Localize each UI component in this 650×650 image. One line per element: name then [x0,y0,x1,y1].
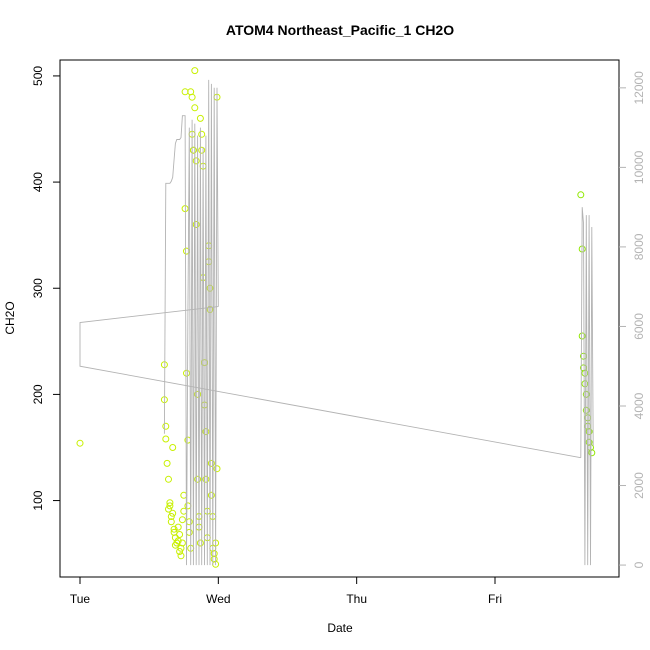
data-point-5 [163,459,171,467]
data-point-53 [198,130,206,138]
data-point-19 [174,537,182,545]
x-axis: Tue Wed Thu Fri [70,577,502,606]
series-layer [76,67,596,568]
series-line-3 [580,207,594,566]
y2-axis: 0 2000 4000 6000 8000 10000 12000 [619,71,646,568]
y-tick-label-0: 100 [31,490,45,510]
data-point-60 [202,475,210,483]
data-point-59 [202,428,210,436]
data-point-36 [185,528,193,536]
data-point-11 [167,518,175,526]
y-tick-label-1: 200 [31,384,45,404]
y2-tick-label-1: 2000 [632,472,646,499]
data-point-25 [178,539,186,547]
data-point-79 [578,332,586,340]
data-point-32 [183,369,190,377]
data-point-26 [178,516,186,524]
y2-tick-label-0: 0 [632,561,646,568]
y-tick-label-4: 500 [31,66,45,86]
data-point-48 [194,475,202,483]
data-point-84 [582,390,590,398]
data-point-20 [174,523,182,531]
data-point-44 [191,104,199,112]
data-point-10 [167,513,175,520]
data-point-91 [588,449,596,457]
data-point-45 [192,157,200,165]
data-point-52 [196,114,204,122]
plot-frame [59,59,620,578]
data-point-77 [577,191,585,199]
data-point-6 [165,475,172,483]
data-point-76 [213,465,221,473]
data-point-21 [176,531,184,538]
data-point-85 [582,406,590,414]
data-point-39 [188,93,196,101]
data-point-47 [194,390,202,398]
data-point-34 [184,502,192,510]
data-point-82 [581,369,589,377]
data-point-9 [166,499,174,507]
chart-title: ATOM4 Northeast_Pacific_1 CH2O [226,22,454,38]
data-point-23 [177,552,185,560]
data-point-54 [198,146,206,154]
data-point-46 [192,221,200,228]
data-point-67 [207,459,215,467]
x-tick-label-0: Tue [70,592,91,606]
data-point-42 [189,146,197,154]
data-point-4 [162,435,170,443]
y2-tick-label-3: 6000 [632,313,646,340]
data-point-12 [169,509,177,517]
series-line-1 [163,79,219,566]
y-axis: 100 200 300 400 500 [31,66,60,511]
series-line-2 [79,306,581,459]
y2-tick-label-5: 10000 [632,150,646,184]
data-point-65 [206,284,214,292]
y-tick-label-2: 300 [31,278,45,298]
y2-tick-label-6: 12000 [632,71,646,105]
data-point-3 [162,422,170,430]
y2-tick-label-4: 8000 [632,233,646,260]
data-point-88 [585,428,593,436]
data-point-13 [169,444,177,451]
x-axis-label: Date [327,621,353,635]
data-point-14 [170,525,178,533]
data-point-22 [176,548,184,555]
data-point-71 [210,550,218,558]
x-tick-label-2: Thu [346,592,367,606]
x-tick-label-1: Wed [206,592,230,606]
data-point-83 [581,380,589,388]
y2-tick-label-2: 4000 [632,392,646,419]
data-point-8 [166,502,174,510]
data-point-66 [206,306,214,313]
data-point-68 [207,491,215,499]
data-point-7 [165,505,172,513]
x-tick-label-3: Fri [488,592,502,606]
y-axis-label: CH2O [3,301,17,334]
data-point-43 [191,67,199,75]
y-tick-label-3: 400 [31,172,45,192]
data-point-0 [76,439,84,447]
data-point-51 [196,539,204,547]
